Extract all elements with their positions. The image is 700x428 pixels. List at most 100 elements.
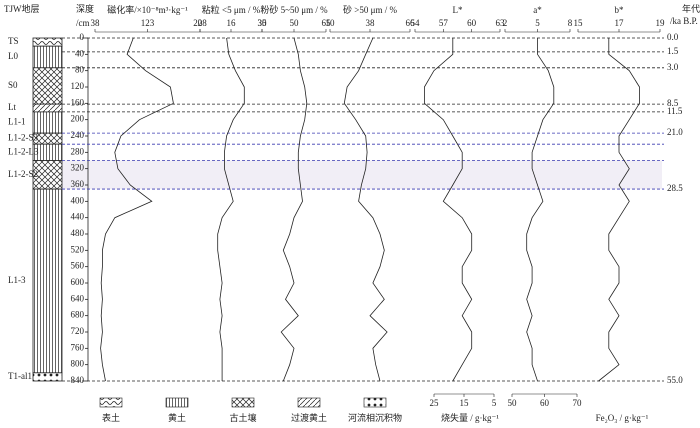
x-tick-label: 2: [198, 18, 203, 28]
x-tick-label: 66: [406, 18, 416, 28]
x-tick-label: 19: [656, 18, 666, 28]
x-tick-label: 16: [227, 18, 237, 28]
stratum: [32, 103, 63, 113]
stratum-label: L1-2-S2: [8, 169, 38, 179]
legend-label: 古土壤: [229, 412, 256, 423]
stratum-label: S0: [8, 80, 18, 90]
y-tick-label: 400: [71, 195, 85, 205]
x-tick-label: 38: [366, 18, 376, 28]
legend-label: 河流相沉积物: [348, 412, 402, 423]
x-tick-label: 208: [193, 18, 207, 28]
proxy-curve: [217, 37, 245, 381]
y-tick-label: 440: [71, 212, 85, 222]
y-tick-label: 120: [71, 81, 85, 91]
y-tick-label: 200: [71, 114, 85, 124]
y-tick-label: 760: [71, 342, 85, 352]
age-label: 55.0: [667, 375, 683, 385]
y-tick-label: 840: [71, 375, 85, 385]
stratum: [32, 37, 63, 47]
x-tick-label: 50: [508, 398, 518, 408]
x-tick-label: 8: [568, 18, 573, 28]
stratum: [32, 45, 63, 69]
x-tick-label: 57: [439, 18, 449, 28]
stratum-label: L1-2-L3: [8, 146, 39, 156]
x-tick-label: 15: [574, 18, 584, 28]
x-tick-label: 60: [540, 398, 550, 408]
y-tick-label: 240: [71, 130, 85, 140]
age-label: 0.0: [667, 32, 679, 42]
legend-label: 黄土: [168, 412, 186, 423]
age-title: 年代: [682, 3, 700, 14]
legend-swatch: [363, 397, 387, 408]
y-tick-label: 0: [80, 32, 85, 42]
y-tick-label: 320: [71, 163, 85, 173]
y-tick-label: 160: [71, 97, 85, 107]
x-tick-label: 30: [258, 18, 268, 28]
age-label: 1.5: [667, 46, 679, 56]
y-tick-label: 360: [71, 179, 85, 189]
panel-title: 砂 >50 μm / %: [343, 4, 397, 15]
stratum: [32, 188, 63, 374]
y-tick-label: 680: [71, 310, 85, 320]
legend-swatch: [297, 397, 321, 408]
panel-title: 粘粒 <5 μm / %: [202, 4, 261, 15]
stratum: [32, 372, 63, 382]
legend-swatch: [99, 397, 123, 408]
depth-unit: /cm: [76, 18, 90, 28]
bottom-axis-title: 烧失量 / g·kg⁻¹: [441, 412, 499, 423]
x-tick-label: 15: [460, 398, 470, 408]
y-tick-label: 800: [71, 359, 85, 369]
stratum-label: L1-2-S3: [8, 133, 38, 143]
proxy-curve: [343, 37, 388, 382]
stratum-label: TS: [8, 36, 19, 46]
y-tick-label: 560: [71, 261, 85, 271]
x-tick-label: 10: [326, 18, 336, 28]
y-tick-label: 520: [71, 244, 85, 254]
bottom-axis-title: Fe₂O₃ / g·kg⁻¹: [596, 413, 649, 423]
x-tick-label: 17: [615, 18, 625, 28]
panel-title: 粉砂 5~50 μm / %: [260, 4, 328, 15]
stratum-label: Lt: [8, 102, 16, 112]
age-label: 11.5: [667, 106, 683, 116]
x-tick-label: 5: [492, 398, 497, 408]
age-label: 21.0: [667, 127, 683, 137]
stratum-label: L0: [8, 51, 18, 61]
y-tick-label: 640: [71, 293, 85, 303]
proxy-curve: [526, 38, 555, 382]
y-tick-label: 600: [71, 277, 85, 287]
age-label: 3.0: [667, 62, 679, 72]
x-tick-label: 123: [141, 18, 155, 28]
age-unit: /ka B.P.: [670, 16, 698, 26]
x-tick-label: 50: [290, 18, 300, 28]
x-tick-label: 63: [496, 18, 506, 28]
x-tick-label: 65: [322, 18, 332, 28]
age-label: 8.5: [667, 98, 679, 108]
stratum-label: L1-3: [8, 275, 26, 285]
y-tick-label: 80: [75, 65, 85, 75]
x-tick-label: 35: [258, 18, 268, 28]
legend-swatch: [165, 397, 189, 408]
x-tick-label: 54: [411, 18, 421, 28]
y-tick-label: 40: [75, 48, 85, 58]
proxy-curve: [280, 37, 308, 382]
x-tick-label: 5: [535, 18, 540, 28]
y-tick-label: 720: [71, 326, 85, 336]
panel-title: a*: [533, 5, 542, 15]
x-tick-label: 38: [91, 18, 101, 28]
depth-title: 深度: [76, 3, 94, 14]
highlight-band: [62, 160, 662, 190]
legend-label: 表土: [102, 412, 120, 423]
legend-swatch: [231, 397, 255, 408]
panel-title: 磁化率/×10⁻⁸m³·kg⁻¹: [107, 4, 188, 15]
proxy-curve: [100, 37, 174, 382]
stratum-label: L1-1: [8, 117, 26, 127]
y-tick-label: 280: [71, 146, 85, 156]
legend-label: 过渡黄土: [291, 412, 327, 423]
proxy-curve: [424, 38, 473, 382]
section-title: TJW地层: [4, 3, 40, 14]
x-tick-label: 60: [467, 18, 477, 28]
panel-title: L*: [453, 5, 463, 15]
stratum: [32, 111, 63, 134]
stratum-label: T1-al1: [8, 371, 32, 381]
